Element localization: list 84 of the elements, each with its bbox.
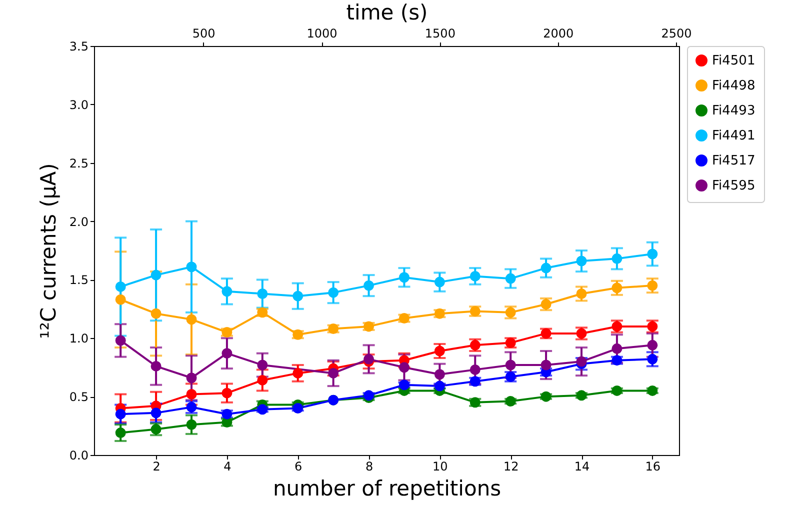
point (647, 248, 658, 260)
point (115, 408, 126, 420)
y-tick-label: 2.0 (69, 214, 88, 229)
point (186, 402, 197, 412)
point (612, 253, 622, 264)
x-tick-label: 10 (432, 460, 448, 474)
point (576, 288, 587, 299)
point (222, 286, 232, 297)
point (186, 262, 197, 272)
point (576, 356, 587, 367)
y-tick-label: 0.5 (69, 390, 88, 404)
point (470, 364, 480, 375)
point (150, 270, 162, 280)
y-tick-label: 3.5 (69, 40, 88, 54)
point (434, 346, 445, 356)
y-axis-title: ¹²C currents (μA) (36, 163, 60, 339)
y-tick-label: 0.0 (69, 448, 88, 462)
point (470, 270, 480, 282)
point (647, 321, 658, 332)
point (115, 281, 126, 292)
legend-label: Fi4517 (712, 154, 756, 168)
point (576, 256, 587, 266)
point (257, 360, 268, 370)
point (222, 348, 232, 359)
point (434, 369, 445, 380)
point (186, 389, 197, 400)
point (186, 314, 197, 325)
y-tick-label: 3.0 (69, 98, 88, 112)
point (186, 419, 197, 430)
point (115, 294, 126, 305)
point (647, 340, 658, 350)
point (540, 262, 552, 274)
y-tick-label: 2.5 (69, 156, 88, 170)
legend-label: Fi4595 (712, 178, 756, 194)
point (150, 308, 162, 319)
point (257, 374, 268, 386)
point (150, 424, 162, 435)
point (115, 428, 126, 438)
point (328, 287, 339, 298)
point (364, 390, 374, 401)
x-tick-label: 2 (152, 460, 160, 474)
point (505, 360, 516, 370)
x-tick-label: 8 (365, 460, 374, 474)
point (647, 354, 658, 364)
point (364, 354, 374, 364)
x2-tick-label: 1500 (424, 26, 456, 40)
x-tick-label: 6 (294, 460, 302, 474)
x-tick-label: 14 (574, 460, 590, 474)
x2-tick-label: 2500 (661, 26, 692, 40)
x-axis-title: number of repetitions (272, 476, 502, 500)
point (540, 391, 552, 402)
point (540, 360, 552, 370)
legend-label: Fi4493 (712, 104, 756, 118)
y-tick-label: 1.5 (69, 273, 88, 288)
x-tick-label: 12 (503, 460, 519, 474)
legend-label: Fi4491 (712, 128, 756, 144)
x2-axis-title: time (s) (346, 0, 428, 24)
point (398, 380, 410, 390)
point (150, 408, 162, 418)
point (398, 272, 410, 283)
point (328, 368, 339, 378)
point (150, 360, 162, 372)
point (398, 362, 410, 373)
point (612, 282, 622, 294)
point (292, 368, 304, 378)
point (434, 276, 445, 288)
point (612, 343, 622, 354)
x2-tick-label: 2000 (543, 26, 574, 40)
x-tick-label: 16 (645, 460, 661, 474)
point (257, 288, 268, 299)
point (292, 290, 304, 302)
y-tick-label: 1.0 (69, 332, 88, 346)
legend-label: Fi4498 (712, 78, 756, 94)
point (115, 335, 126, 346)
point (647, 280, 658, 291)
x2-tick-label: 500 (192, 26, 216, 40)
point (576, 390, 587, 401)
point (364, 280, 374, 291)
point (505, 273, 516, 284)
legend-label: Fi4501 (712, 54, 756, 68)
point (222, 388, 232, 398)
point (186, 372, 197, 384)
x2-tick-label: 1000 (306, 26, 338, 40)
x-tick-label: 4 (224, 460, 232, 474)
